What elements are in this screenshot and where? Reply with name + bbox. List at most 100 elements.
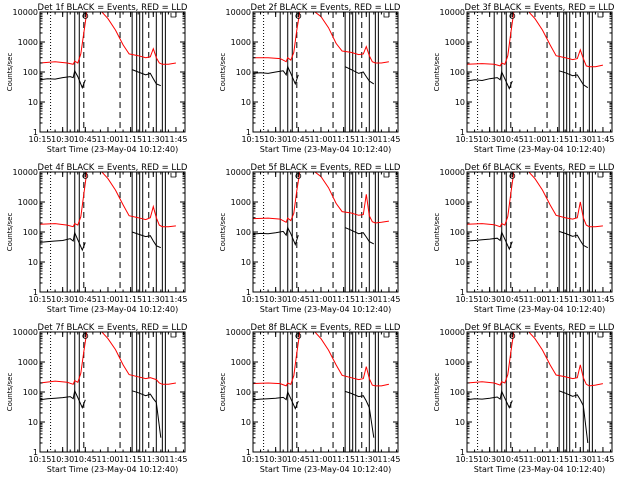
x-axis-label: Start Time (23-May-04 10:12:40) [474,145,605,154]
panel-9: 1 10 100 1000 10000 10:15 10:30 10:45 11:00 11:15… [433,323,615,474]
panel-1: 1 10 100 1000 10000 10:15 10:30 10:45 11:00 11:15… [6,3,188,154]
panel-8: 1 10 100 1000 10000 10:15 10:30 10:45 11:00 11:15… [219,323,401,474]
x-axis-label: Start Time (23-May-04 10:12:40) [47,465,178,474]
x-tick-label: 10:30 [51,455,74,464]
x-tick-label: 11:15 [332,135,355,144]
y-tick-label: 10 [241,258,251,267]
plot-frame [466,331,613,453]
y-tick-label: 1000 [18,38,38,47]
y-tick-label: 100 [450,68,465,77]
x-axis-label: Start Time (23-May-04 10:12:40) [260,305,391,314]
panel-title: Det 1f BLACK = Events, RED = LLD [38,3,188,13]
x-tick-label: 11:00 [309,455,332,464]
y-tick-label: 10000 [13,168,38,177]
y-tick-label: 100 [236,68,251,77]
x-tick-label: 11:45 [164,135,187,144]
y-tick-label: 1000 [18,198,38,207]
x-tick-label: 10:45 [501,455,524,464]
corner-marker-icon [170,13,176,18]
y-tick-label: 1 [460,288,465,297]
y-tick-label: 1 [246,128,251,137]
y-tick-label: 10000 [226,8,251,17]
x-tick-label: 10:45 [501,135,524,144]
y-tick-label: 10000 [440,8,465,17]
lld-series-line [466,331,603,387]
x-tick-label: 11:00 [309,295,332,304]
x-tick-label: 11:15 [546,135,569,144]
x-tick-label: 11:00 [96,295,119,304]
events-series-line-2 [131,390,162,438]
y-tick-label: 1 [460,128,465,137]
x-tick-label: 11:30 [142,135,165,144]
x-tick-label: 11:00 [96,455,119,464]
y-axis-label: Counts/sec [6,53,14,92]
plot-frame [39,11,186,133]
events-series-line [39,389,86,410]
y-tick-label: 1000 [231,38,251,47]
x-tick-label: 11:00 [309,135,332,144]
y-axis-label: Counts/sec [6,373,14,412]
x-tick-label: 11:30 [142,295,165,304]
events-series-line [252,65,299,86]
x-tick-label: 11:15 [119,295,142,304]
y-axis-label: Counts/sec [219,53,227,92]
x-tick-label: 10:30 [51,295,74,304]
y-tick-label: 1000 [445,358,465,367]
events-series-line [39,69,86,90]
y-tick-label: 10000 [440,168,465,177]
y-tick-label: 10 [455,258,465,267]
corner-marker-icon [383,13,389,18]
x-axis-label: Start Time (23-May-04 10:12:40) [474,465,605,474]
x-tick-label: 11:15 [546,295,569,304]
y-tick-label: 1000 [18,358,38,367]
events-series-line [252,226,299,247]
y-tick-label: 100 [23,228,38,237]
x-tick-label: 10:45 [74,455,97,464]
x-tick-label: 10:45 [501,295,524,304]
x-tick-label: 10:30 [478,295,501,304]
x-tick-label: 11:15 [332,455,355,464]
panel-3: 1 10 100 1000 10000 10:15 10:30 10:45 11:00 11:15… [433,3,615,154]
panel-title: Det 9f BLACK = Events, RED = LLD [465,323,615,333]
x-tick-label: 10:15 [28,455,51,464]
x-tick-label: 11:00 [523,295,546,304]
y-tick-label: 1 [33,288,38,297]
panel-4: 1 10 100 1000 10000 10:15 10:30 10:45 11:00 11:15… [6,163,188,314]
y-tick-label: 10000 [226,328,251,337]
x-tick-label: 11:45 [591,455,614,464]
lld-series-line [39,331,176,385]
x-tick-label: 11:15 [119,135,142,144]
y-tick-label: 100 [450,388,465,397]
panel-title: Det 7f BLACK = Events, RED = LLD [38,323,188,333]
panel-5: 1 10 100 1000 10000 10:15 10:30 10:45 11:00 11:15… [219,163,401,314]
x-tick-label: 10:15 [455,455,478,464]
y-tick-label: 10000 [226,168,251,177]
events-series-line-2 [131,231,162,249]
x-axis-label: Start Time (23-May-04 10:12:40) [260,465,391,474]
x-axis-label: Start Time (23-May-04 10:12:40) [47,145,178,154]
y-tick-label: 10000 [440,328,465,337]
y-tick-label: 1 [33,128,38,137]
x-tick-label: 11:15 [546,455,569,464]
corner-marker-icon [383,173,389,178]
y-tick-label: 1 [460,448,465,457]
lld-series-line [39,171,176,228]
y-axis-label: Counts/sec [433,213,441,252]
plot-frame [39,171,186,293]
y-tick-label: 1 [246,448,251,457]
lld-series-line [39,11,176,65]
events-series-line [466,70,513,90]
lld-series-line [252,331,390,387]
panel-7: 1 10 100 1000 10000 10:15 10:30 10:45 11:00 11:15… [6,323,188,474]
plot-frame [39,331,186,453]
y-tick-label: 100 [450,228,465,237]
x-tick-label: 10:15 [455,295,478,304]
x-tick-label: 11:45 [377,295,400,304]
x-axis-label: Start Time (23-May-04 10:12:40) [474,305,605,314]
lld-series-line [466,171,603,228]
y-tick-label: 10000 [13,8,38,17]
panel-title: Det 4f BLACK = Events, RED = LLD [38,163,188,173]
y-tick-label: 10 [455,98,465,107]
x-tick-label: 10:45 [287,455,310,464]
corner-marker-icon [597,333,603,338]
